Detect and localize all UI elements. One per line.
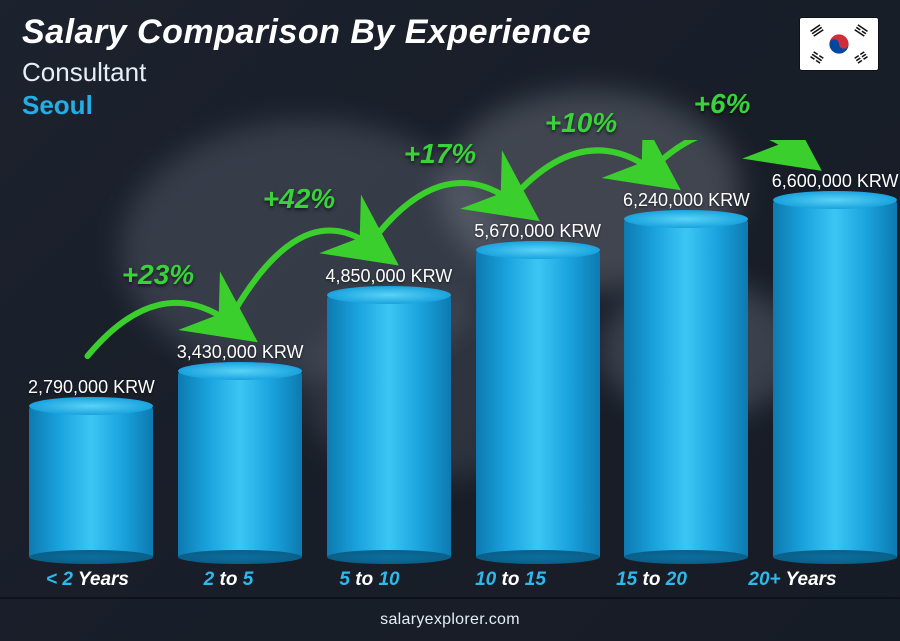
bar bbox=[327, 295, 451, 557]
bar-value-label: 6,600,000 KRW bbox=[772, 171, 899, 192]
bar bbox=[773, 200, 897, 557]
bar-slot: 6,240,000 KRW bbox=[623, 190, 750, 557]
flag-south-korea-icon bbox=[800, 18, 878, 70]
bar-value-label: 5,670,000 KRW bbox=[474, 221, 601, 242]
x-axis-category: 5 to 10 bbox=[310, 569, 429, 591]
x-axis-category: 10 to 15 bbox=[451, 569, 570, 591]
bar bbox=[624, 219, 748, 557]
footer-divider bbox=[0, 597, 900, 599]
x-axis-category: 15 to 20 bbox=[592, 569, 711, 591]
bar-slot: 2,790,000 KRW bbox=[28, 377, 155, 557]
page-city: Seoul bbox=[22, 90, 591, 121]
bar-slot: 6,600,000 KRW bbox=[772, 171, 899, 557]
bar bbox=[29, 406, 153, 557]
bar-value-label: 6,240,000 KRW bbox=[623, 190, 750, 211]
bar-value-label: 2,790,000 KRW bbox=[28, 377, 155, 398]
page-subtitle: Consultant bbox=[22, 57, 591, 88]
footer-site: salaryexplorer.com bbox=[0, 611, 900, 629]
bar-slot: 4,850,000 KRW bbox=[326, 266, 453, 557]
page-title: Salary Comparison By Experience bbox=[22, 14, 591, 51]
bar-slot: 5,670,000 KRW bbox=[474, 221, 601, 557]
bar-chart: 2,790,000 KRW 3,430,000 KRW 4,850,000 KRW 5… bbox=[28, 160, 852, 557]
x-axis-category: < 2 Years bbox=[28, 569, 147, 591]
bar-value-label: 3,430,000 KRW bbox=[177, 342, 304, 363]
bar-slot: 3,430,000 KRW bbox=[177, 342, 304, 557]
bar bbox=[178, 371, 302, 557]
x-axis-category: 20+ Years bbox=[733, 569, 852, 591]
header-block: Salary Comparison By Experience Consulta… bbox=[22, 14, 591, 121]
chart-canvas: Salary Comparison By Experience Consulta… bbox=[0, 0, 900, 641]
increment-percent: +6% bbox=[694, 88, 751, 120]
bar-value-label: 4,850,000 KRW bbox=[326, 266, 453, 287]
bar bbox=[476, 250, 600, 557]
x-axis-labels: < 2 Years 2 to 5 5 to 10 10 to 15 15 to 20 20… bbox=[28, 569, 852, 591]
x-axis-category: 2 to 5 bbox=[169, 569, 288, 591]
